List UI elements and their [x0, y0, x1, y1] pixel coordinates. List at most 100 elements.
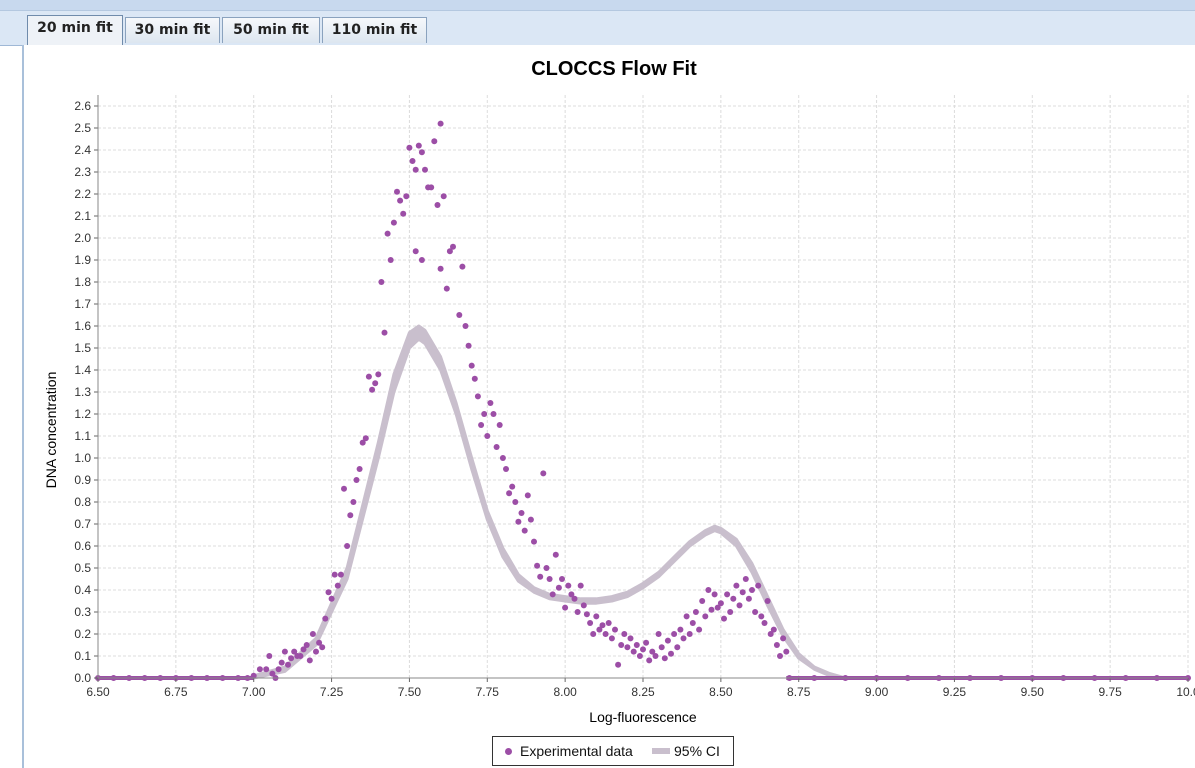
data-point	[503, 466, 509, 472]
data-point	[555, 584, 562, 591]
data-point	[300, 646, 307, 653]
y-tick-label: 0.7	[74, 517, 91, 531]
data-point	[640, 646, 646, 653]
data-point	[664, 637, 671, 644]
data-point	[543, 565, 550, 571]
data-point	[390, 219, 397, 226]
x-tick-label: 9.00	[865, 685, 889, 699]
data-point	[359, 439, 366, 446]
y-tick-label: 2.0	[74, 231, 91, 245]
data-point	[319, 644, 326, 651]
data-point	[468, 362, 475, 369]
data-point	[689, 620, 696, 626]
data-point	[540, 470, 547, 477]
x-tick-label: 9.75	[1098, 685, 1122, 699]
data-point	[733, 582, 740, 589]
data-point	[587, 620, 594, 626]
data-point	[434, 202, 441, 208]
x-tick-label: 10.0	[1176, 685, 1195, 699]
data-point	[755, 582, 762, 589]
data-point	[365, 373, 372, 380]
data-point	[325, 589, 332, 596]
experimental-data-legend-marker	[505, 748, 512, 755]
chart-axes: 6.50 6.75 7.00 7.25 7.50 7.75 8.00 8.25 8.50 8.75…	[74, 95, 1195, 699]
data-point	[446, 248, 453, 255]
data-point	[515, 518, 522, 525]
data-point	[397, 197, 404, 204]
data-point	[381, 329, 388, 336]
data-point	[730, 595, 737, 602]
data-point	[605, 620, 612, 626]
chart-legend: Experimental data 95% CI	[492, 736, 734, 766]
data-point	[596, 626, 603, 633]
data-point	[643, 639, 650, 646]
tab-20-min-fit[interactable]: 20 min fit	[27, 15, 123, 45]
data-point	[599, 622, 606, 629]
y-tick-label: 1.4	[74, 363, 91, 377]
y-tick-label: 1.1	[74, 429, 91, 443]
data-point	[546, 576, 553, 582]
data-point	[256, 666, 263, 673]
x-tick-label: 6.50	[86, 685, 110, 699]
data-point	[337, 571, 344, 578]
data-point	[742, 576, 749, 582]
data-point	[437, 120, 444, 127]
tab-30-min-fit[interactable]: 30 min fit	[125, 17, 220, 43]
data-point	[400, 210, 407, 217]
data-point	[394, 188, 400, 195]
x-tick-label: 8.25	[631, 685, 655, 699]
data-point	[717, 600, 724, 607]
x-tick-label: 7.50	[398, 685, 422, 699]
data-point	[624, 644, 631, 651]
data-point	[699, 598, 706, 604]
tab-110-min-fit[interactable]: 110 min fit	[322, 17, 427, 43]
data-point	[727, 609, 734, 615]
data-point	[484, 433, 491, 439]
data-point	[714, 604, 721, 611]
data-point	[721, 615, 727, 622]
experimental-data-legend-label: Experimental data	[520, 743, 633, 759]
y-tick-label: 1.3	[74, 385, 91, 399]
data-point	[443, 285, 450, 292]
data-point	[562, 604, 569, 611]
data-point	[568, 591, 575, 598]
data-point	[658, 644, 665, 651]
data-point	[574, 609, 581, 615]
cloccs-flow-fit-chart: CLOCCS Flow Fit 6.50 6.75 7.00 7.25 7.50 7.75…	[43, 58, 1195, 725]
data-point	[761, 620, 768, 626]
data-point	[608, 635, 615, 642]
y-axis-label: DNA concentration	[43, 372, 59, 489]
data-point	[668, 650, 674, 657]
data-point	[655, 631, 662, 637]
y-tick-label: 0.2	[74, 627, 91, 641]
data-point	[749, 587, 755, 593]
data-point	[412, 166, 419, 173]
data-point	[627, 635, 634, 642]
data-point	[752, 609, 759, 615]
y-tick-label: 1.9	[74, 253, 91, 267]
data-point	[437, 265, 444, 272]
data-point	[615, 661, 622, 668]
data-point	[549, 591, 556, 598]
data-point	[369, 386, 376, 393]
data-point	[590, 631, 597, 637]
data-point	[506, 490, 513, 497]
data-point	[350, 499, 357, 505]
data-point	[341, 485, 347, 492]
y-tick-label: 2.4	[74, 143, 91, 157]
data-point	[266, 653, 273, 659]
y-tick-label: 1.7	[74, 297, 91, 311]
y-tick-label: 1.8	[74, 275, 91, 289]
y-tick-label: 1.2	[74, 407, 91, 421]
x-tick-label: 8.00	[553, 685, 577, 699]
chart-panel	[22, 45, 1195, 768]
y-tick-label: 2.6	[74, 99, 91, 113]
data-point	[739, 589, 746, 596]
tab-50-min-fit[interactable]: 50 min fit	[222, 17, 320, 43]
data-point	[764, 598, 771, 604]
data-point	[465, 342, 472, 349]
y-tick-label: 1.6	[74, 319, 91, 333]
data-point	[621, 631, 628, 637]
y-tick-label: 1.0	[74, 451, 91, 465]
data-point	[428, 184, 435, 191]
